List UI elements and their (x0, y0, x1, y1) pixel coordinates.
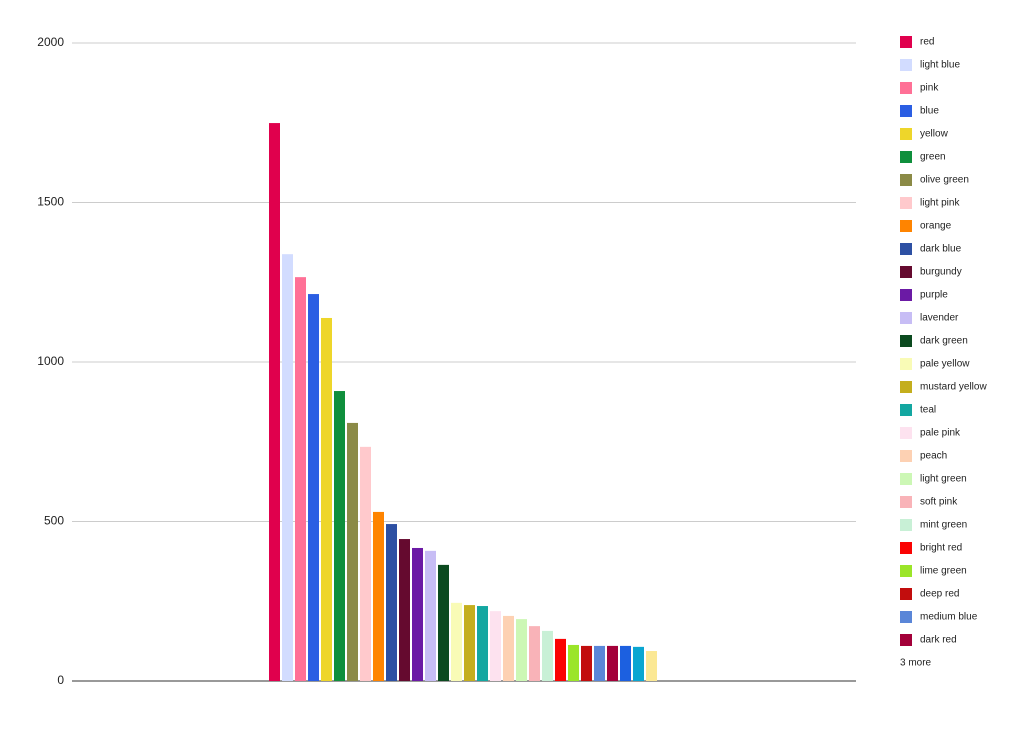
bar (464, 605, 475, 681)
bar (477, 606, 488, 681)
legend-label: medium blue (920, 612, 978, 623)
legend-swatch (900, 450, 912, 462)
legend-label: pale pink (920, 428, 961, 439)
legend-swatch (900, 266, 912, 278)
legend-label: teal (920, 405, 936, 416)
legend-label: peach (920, 451, 947, 462)
bar (529, 626, 540, 681)
legend-swatch (900, 381, 912, 393)
legend-label: dark blue (920, 244, 962, 255)
bar (321, 317, 332, 681)
legend-label: light blue (920, 60, 960, 71)
bar (425, 550, 436, 681)
legend-swatch (900, 289, 912, 301)
legend-swatch (900, 542, 912, 554)
bar (542, 630, 553, 681)
bar (620, 645, 631, 681)
legend-label: soft pink (920, 497, 958, 508)
legend-swatch (900, 105, 912, 117)
y-tick-label: 1500 (37, 195, 64, 209)
bar (646, 651, 657, 681)
legend-label: pink (920, 83, 939, 94)
legend-swatch (900, 151, 912, 163)
bar (412, 547, 423, 681)
legend-swatch (900, 174, 912, 186)
legend-label: dark green (920, 336, 968, 347)
legend-swatch (900, 128, 912, 140)
legend-swatch (900, 427, 912, 439)
legend-label: pale yellow (920, 359, 970, 370)
legend-label: mustard yellow (920, 382, 987, 393)
bar (399, 539, 410, 681)
legend-label: mint green (920, 520, 967, 531)
legend-label: bright red (920, 543, 962, 554)
bar (269, 123, 280, 682)
bar (490, 611, 501, 681)
y-tick-label: 0 (57, 673, 64, 687)
legend-label: blue (920, 106, 939, 117)
legend-swatch (900, 82, 912, 94)
legend-swatch (900, 565, 912, 577)
legend-label: burgundy (920, 267, 962, 278)
bar (373, 511, 384, 681)
bar (581, 645, 592, 681)
legend-label: dark red (920, 635, 957, 646)
legend-label: light pink (920, 198, 960, 209)
bar (295, 277, 306, 681)
bar (568, 644, 579, 681)
bar (438, 564, 449, 681)
legend-swatch (900, 335, 912, 347)
legend-swatch (900, 59, 912, 71)
legend-label: lavender (920, 313, 959, 324)
legend-label: purple (920, 290, 948, 301)
y-tick-label: 1000 (37, 354, 64, 368)
legend-swatch (900, 197, 912, 209)
bar (347, 422, 358, 681)
legend-label: lime green (920, 566, 967, 577)
bar (607, 645, 618, 681)
bar (282, 254, 293, 682)
legend-swatch (900, 404, 912, 416)
bar (633, 646, 644, 681)
legend-more: 3 more (900, 658, 932, 669)
legend-swatch (900, 358, 912, 370)
legend-label: yellow (920, 129, 949, 140)
legend-swatch (900, 519, 912, 531)
legend-swatch (900, 611, 912, 623)
legend-label: deep red (920, 589, 959, 600)
bar (360, 446, 371, 681)
legend-swatch (900, 496, 912, 508)
bar (334, 391, 345, 681)
bar (503, 615, 514, 681)
bar (308, 294, 319, 681)
legend-swatch (900, 243, 912, 255)
bar (594, 645, 605, 681)
bar (516, 619, 527, 681)
y-tick-label: 500 (44, 514, 64, 528)
legend-swatch (900, 473, 912, 485)
bar (555, 638, 566, 681)
legend-swatch (900, 634, 912, 646)
legend-label: light green (920, 474, 967, 485)
legend-label: red (920, 37, 934, 48)
bar (386, 524, 397, 681)
legend-swatch (900, 588, 912, 600)
legend-swatch (900, 220, 912, 232)
legend-label: orange (920, 221, 952, 232)
y-tick-label: 2000 (37, 35, 64, 49)
legend-label: olive green (920, 175, 969, 186)
legend-swatch (900, 36, 912, 48)
legend-label: green (920, 152, 946, 163)
legend-swatch (900, 312, 912, 324)
bar (451, 602, 462, 681)
